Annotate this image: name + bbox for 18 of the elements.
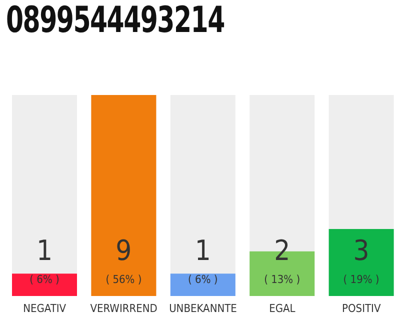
annotation: ( 13% ) <box>264 273 300 286</box>
annotation: ( 56% ) <box>106 273 142 286</box>
data-label: 3 <box>353 234 370 267</box>
data-label: 9 <box>116 234 132 267</box>
x-tick-label: POSITIV <box>342 302 381 315</box>
bar <box>12 274 77 296</box>
x-tick-label: UNBEKANNTE <box>169 302 237 315</box>
annotation: ( 19% ) <box>343 273 380 286</box>
data-label: 2 <box>274 234 290 267</box>
x-tick-label: NEGATIV <box>23 302 66 315</box>
bar <box>170 274 236 296</box>
x-tick-label: EGAL <box>269 302 296 315</box>
x-tick-label: VERWIRREND <box>90 302 158 315</box>
annotation: ( 6% ) <box>188 273 218 286</box>
chart-title: 0899544493214 <box>6 0 224 41</box>
annotation: ( 6% ) <box>30 273 60 286</box>
data-label: 1 <box>36 234 53 267</box>
data-label: 1 <box>194 234 211 267</box>
